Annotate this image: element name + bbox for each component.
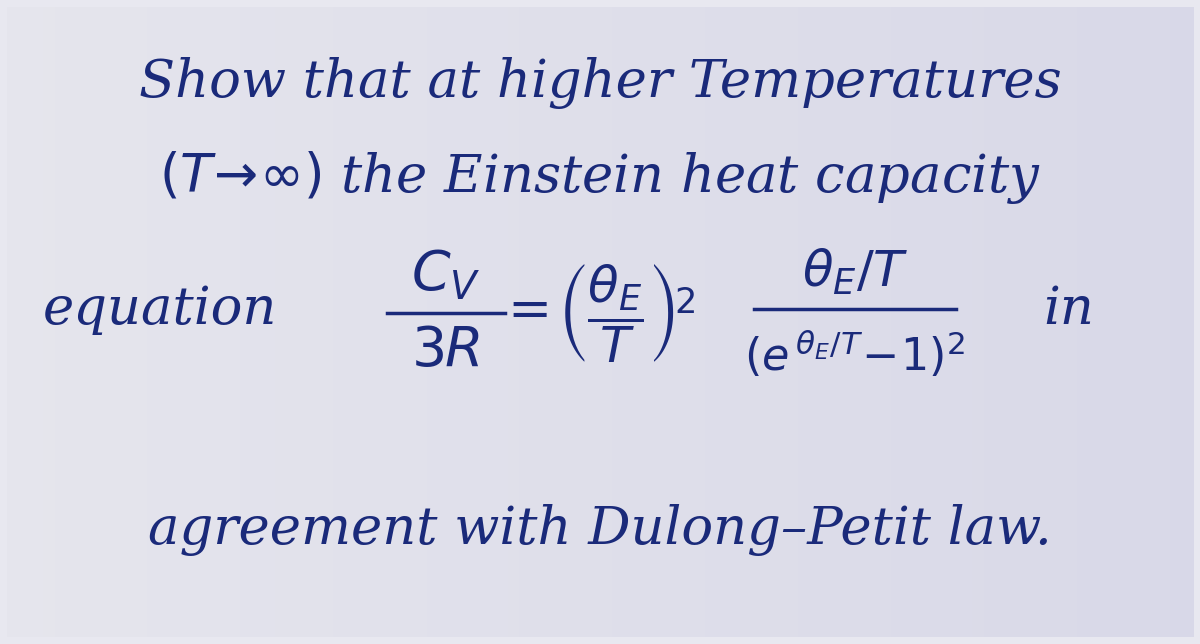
Text: agreement with Dulong–Petit law.: agreement with Dulong–Petit law. (148, 504, 1052, 556)
Text: in: in (1043, 284, 1094, 335)
Text: $\!\left(\dfrac{\theta_E}{T}\right)^{\!2}$: $\!\left(\dfrac{\theta_E}{T}\right)^{\!2… (564, 261, 696, 364)
Text: equation: equation (42, 284, 277, 335)
Text: $=$: $=$ (498, 284, 548, 335)
Text: Show that at higher Temperatures: Show that at higher Temperatures (139, 57, 1061, 109)
Text: $(e^{\,\theta_E/T}\!-\!1)^2$: $(e^{\,\theta_E/T}\!-\!1)^2$ (744, 329, 966, 380)
Text: $(T\!\rightarrow\!\infty)$ the Einstein heat capacity: $(T\!\rightarrow\!\infty)$ the Einstein … (158, 149, 1042, 205)
Text: $3R$: $3R$ (412, 323, 480, 378)
Text: $C_V$: $C_V$ (410, 247, 481, 302)
Text: $\theta_E/T$: $\theta_E/T$ (802, 248, 908, 298)
